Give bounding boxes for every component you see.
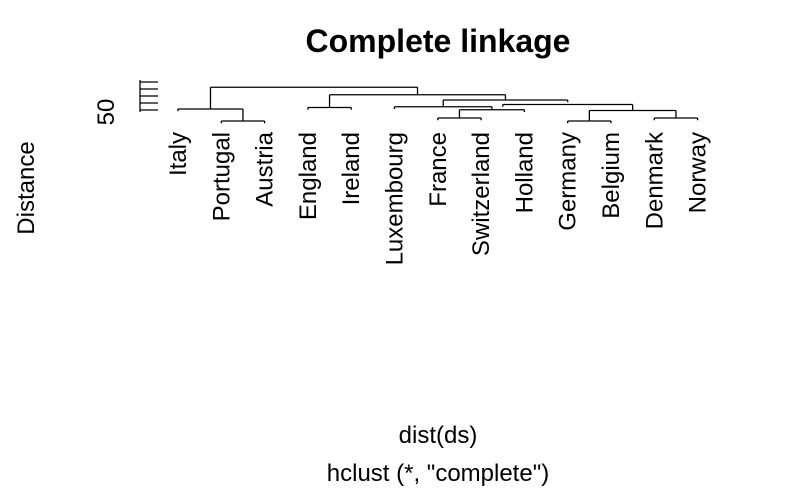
leaf-label: Germany <box>555 132 582 231</box>
y-axis-label: Distance <box>13 141 40 234</box>
leaf-label: Norway <box>685 132 712 213</box>
leaf-label: Switzerland <box>468 132 495 256</box>
leaf-label: Ireland <box>338 132 365 205</box>
chart-title: Complete linkage <box>306 23 571 59</box>
y-tick-label: 50 <box>93 99 120 126</box>
leaf-label: Luxembourg <box>382 132 409 265</box>
leaf-label: England <box>295 132 322 220</box>
x-axis-sublabel: hclust (*, "complete") <box>327 460 549 487</box>
leaf-label: Denmark <box>641 131 668 229</box>
leaf-label: Portugal <box>208 132 235 221</box>
leaf-label: France <box>425 132 452 207</box>
y-axis: 50 <box>93 80 158 125</box>
leaf-label: Austria <box>252 131 279 206</box>
leaf-label: Holland <box>511 132 538 213</box>
leaf-labels: Italy Portugal Austria England Ireland Luxemb… <box>165 131 712 265</box>
dendrogram-branches <box>177 86 699 124</box>
x-axis-label: dist(ds) <box>399 422 478 449</box>
leaf-label: Italy <box>165 132 192 176</box>
leaf-label: Belgium <box>598 132 625 219</box>
